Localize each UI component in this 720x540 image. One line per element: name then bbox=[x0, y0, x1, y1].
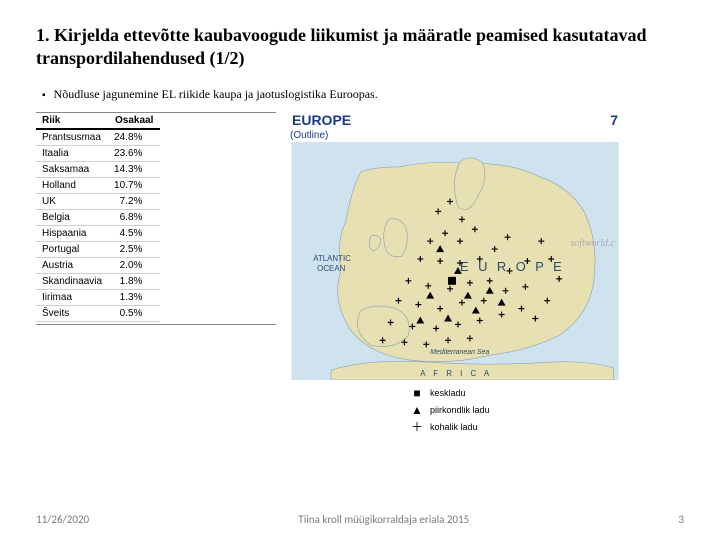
marker-square bbox=[448, 277, 456, 285]
legend-label: keskladu bbox=[430, 387, 466, 400]
map-subtitle: (Outline) bbox=[290, 130, 620, 141]
table-bottom-divider bbox=[36, 324, 276, 325]
table-cell-pct: 2.0% bbox=[108, 258, 160, 274]
table-row: Austria2.0% bbox=[36, 258, 160, 274]
table-row: Skandinaavia1.8% bbox=[36, 274, 160, 290]
slide-title: 1. Kirjelda ettevõtte kaubavoogude liiku… bbox=[36, 24, 684, 69]
table-cell-pct: 1.8% bbox=[108, 274, 160, 290]
table-cell-country: Iirimaa bbox=[36, 290, 108, 306]
label-atlantic1: ATLANTIC bbox=[313, 254, 351, 263]
table-row: Saksamaa14.3% bbox=[36, 162, 160, 178]
table-cell-pct: 14.3% bbox=[108, 162, 160, 178]
table-cell-country: Belgia bbox=[36, 210, 108, 226]
table-row: UK7.2% bbox=[36, 194, 160, 210]
legend-row: ＋ kohalik ladu bbox=[410, 419, 620, 436]
map-watermark: softworld.c bbox=[570, 238, 615, 249]
legend-row: ▲ piirkondlik ladu bbox=[410, 402, 620, 419]
table-cell-pct: 1.3% bbox=[108, 290, 160, 306]
table-cell-pct: 6.8% bbox=[108, 210, 160, 226]
table-row: Holland10.7% bbox=[36, 178, 160, 194]
table-cell-pct: 4.5% bbox=[108, 226, 160, 242]
legend-symbol: ▲ bbox=[410, 402, 424, 419]
legend-label: piirkondlik ladu bbox=[430, 404, 490, 417]
table-cell-country: Prantsusmaa bbox=[36, 129, 108, 146]
table-cell-pct: 7.2% bbox=[108, 194, 160, 210]
content-row: RiikOsakaal Prantsusmaa24.8%Itaalia23.6%… bbox=[36, 112, 684, 435]
table-cell-country: Portugal bbox=[36, 242, 108, 258]
table-row: Prantsusmaa24.8% bbox=[36, 129, 160, 146]
table-row: Itaalia23.6% bbox=[36, 146, 160, 162]
table-header: Riik bbox=[36, 113, 108, 129]
footer-center: Tiina kroll müügikorraldaja eriala 2015 bbox=[298, 513, 469, 526]
legend-label: kohalik ladu bbox=[430, 421, 478, 434]
table-cell-pct: 10.7% bbox=[108, 178, 160, 194]
table-row: Hispaania4.5% bbox=[36, 226, 160, 242]
table-row: Iirimaa1.3% bbox=[36, 290, 160, 306]
table-cell-country: UK bbox=[36, 194, 108, 210]
map-container: EUROPE 7 (Outline) AT bbox=[290, 112, 620, 435]
label-africa: A F R I C A bbox=[420, 369, 492, 378]
table-header: Osakaal bbox=[108, 113, 160, 129]
legend-symbol: ■ bbox=[410, 385, 424, 402]
table-row: Portugal2.5% bbox=[36, 242, 160, 258]
footer-date: 11/26/2020 bbox=[36, 513, 89, 526]
map-legend: ■ keskladu ▲ piirkondlik ladu ＋ kohalik ladu bbox=[410, 385, 620, 435]
table-cell-pct: 0.5% bbox=[108, 306, 160, 322]
table-cell-pct: 23.6% bbox=[108, 146, 160, 162]
table-cell-country: Skandinaavia bbox=[36, 274, 108, 290]
label-medit: Mediterranean Sea bbox=[430, 349, 489, 356]
table-row: Šveits0.5% bbox=[36, 306, 160, 322]
footer-page: 3 bbox=[678, 513, 684, 526]
table-cell-country: Saksamaa bbox=[36, 162, 108, 178]
data-table: RiikOsakaal Prantsusmaa24.8%Itaalia23.6%… bbox=[36, 112, 276, 325]
label-europe: E U R O P E bbox=[460, 259, 565, 274]
table-cell-pct: 2.5% bbox=[108, 242, 160, 258]
table-cell-country: Šveits bbox=[36, 306, 108, 322]
uk-shape bbox=[384, 219, 408, 257]
table-cell-country: Holland bbox=[36, 178, 108, 194]
label-atlantic2: OCEAN bbox=[317, 264, 345, 273]
bullet-text: Nõudluse jagunemine EL riikide kaupa ja … bbox=[42, 87, 684, 102]
table-row: Belgia6.8% bbox=[36, 210, 160, 226]
table-cell-country: Austria bbox=[36, 258, 108, 274]
legend-row: ■ keskladu bbox=[410, 385, 620, 402]
table-cell-country: Itaalia bbox=[36, 146, 108, 162]
slide-footer: 11/26/2020 Tiina kroll müügikorraldaja e… bbox=[0, 513, 720, 526]
map-title: EUROPE bbox=[292, 112, 351, 128]
table-cell-country: Hispaania bbox=[36, 226, 108, 242]
europe-map: ATLANTIC OCEAN E U R O P E A F R I C A M… bbox=[290, 141, 620, 381]
map-page-number: 7 bbox=[610, 112, 618, 128]
legend-symbol: ＋ bbox=[410, 419, 424, 436]
table-cell-pct: 24.8% bbox=[108, 129, 160, 146]
